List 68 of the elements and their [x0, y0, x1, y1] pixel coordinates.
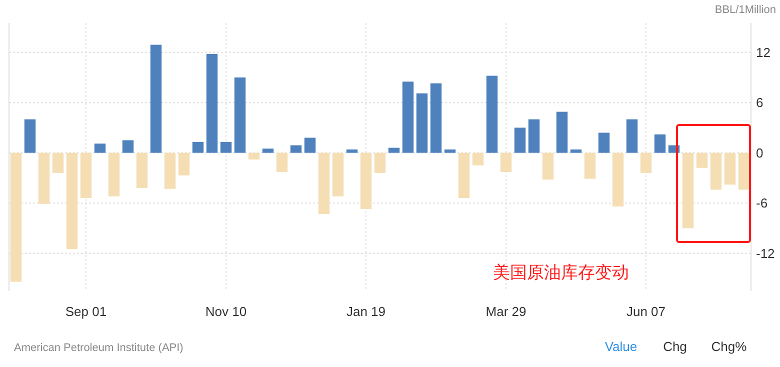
y-tick-label: -6	[756, 196, 768, 211]
bar	[556, 112, 568, 153]
bar	[612, 152, 624, 206]
bar	[178, 152, 190, 176]
bar	[640, 152, 652, 173]
bar	[248, 152, 260, 160]
bar	[108, 152, 120, 196]
bar	[472, 152, 484, 166]
y-tick-label: 12	[756, 44, 770, 60]
bar	[584, 152, 596, 179]
bar	[500, 152, 512, 172]
bar	[332, 152, 344, 196]
y-axis-title: BBL/1Million	[714, 4, 776, 16]
text: Value	[604, 339, 638, 354]
bar	[458, 152, 470, 198]
bar	[724, 152, 736, 185]
bar	[304, 138, 316, 153]
bar	[10, 152, 22, 282]
y-tick-label: 6	[756, 95, 764, 110]
x-tick-label: Jan 19	[346, 304, 386, 319]
x-tick-label: Mar 29	[486, 304, 526, 319]
x-tick-label: Sep 01	[65, 304, 107, 319]
bar	[122, 140, 134, 153]
bar	[276, 152, 288, 172]
bar	[682, 152, 694, 228]
bar	[528, 119, 540, 153]
bar	[38, 152, 50, 204]
bar	[66, 152, 78, 250]
bar	[416, 93, 428, 153]
bar	[220, 142, 232, 153]
bar	[654, 134, 666, 153]
bar	[318, 152, 330, 214]
bar	[388, 148, 400, 153]
bar	[486, 76, 498, 153]
bar	[430, 83, 442, 153]
bar	[626, 119, 638, 153]
bar	[514, 128, 526, 153]
bar	[738, 152, 750, 190]
bar	[542, 152, 554, 180]
bar	[234, 77, 246, 153]
bar	[24, 119, 36, 153]
x-tick-label: Jun 07	[626, 304, 666, 319]
y-tick-label: -12	[756, 246, 775, 261]
bar	[80, 152, 92, 198]
x-tick-label: Nov 10	[205, 304, 247, 319]
bar	[94, 144, 106, 153]
bar	[346, 149, 358, 153]
bar	[360, 152, 372, 209]
bar	[262, 148, 274, 153]
bar	[164, 152, 176, 189]
bar	[710, 152, 722, 190]
bar	[290, 145, 302, 153]
bar	[192, 142, 204, 153]
bar	[444, 149, 456, 153]
bar	[374, 152, 386, 173]
bar	[206, 54, 218, 153]
bar	[402, 82, 414, 153]
y-tick-label: 0	[756, 145, 764, 160]
text: Chg	[663, 339, 687, 354]
bar	[136, 152, 148, 188]
bar	[150, 44, 162, 153]
text: American Petroleum Institute (API)	[14, 342, 184, 354]
bar	[598, 132, 610, 153]
bar	[696, 152, 708, 168]
text: Chg%	[711, 339, 748, 354]
annotation: 美国原油库存变动	[493, 263, 629, 282]
bar	[570, 149, 582, 153]
bar	[52, 152, 64, 173]
